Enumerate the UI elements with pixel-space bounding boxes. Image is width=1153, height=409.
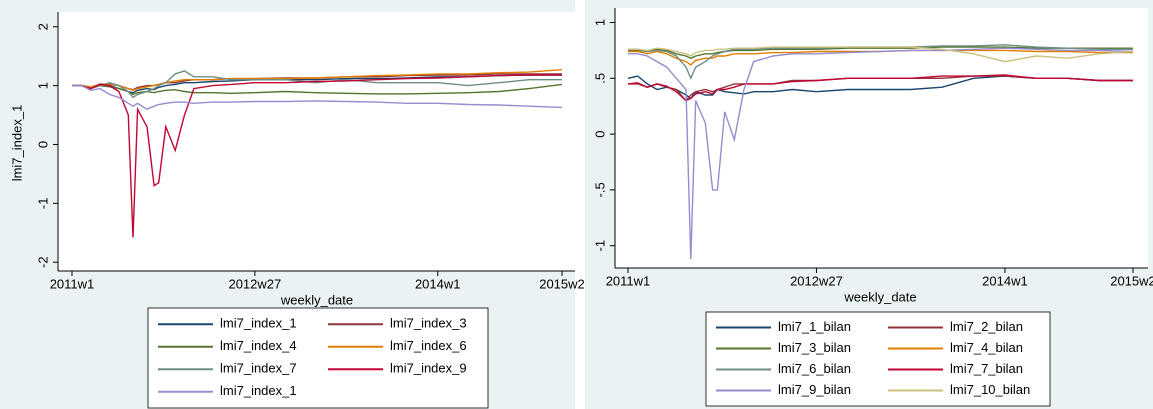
series-line	[628, 44, 1133, 81]
y-tick-label: 1	[592, 19, 607, 26]
x-tick-label: 2014w1	[982, 273, 1028, 288]
legend-label: lmi7_10_bilan	[950, 382, 1030, 397]
y-tick-label: -2	[35, 256, 50, 268]
chart: -1 -.5 0 .5 1 2011w1 2012w27 2014w1 2015w2 weekly…	[585, 0, 1153, 409]
series-line	[628, 46, 1134, 63]
x-tick-label: 2014w1	[415, 276, 461, 291]
legend-label: lmi7_index_4	[220, 338, 297, 353]
legend-label: lmi7_index_9	[390, 361, 467, 376]
series-line	[72, 84, 563, 110]
legend-label: lmi7_2_bilan	[950, 319, 1023, 334]
x-tick-label: 2015w2	[539, 276, 585, 291]
legend-label: lmi7_6_bilan	[778, 361, 851, 376]
x-axis-title: weekly_date	[843, 289, 916, 304]
legend-label: lmi7_index_1	[220, 316, 297, 331]
x-tick-label: 2012w27	[790, 273, 843, 288]
series-line	[627, 74, 1133, 102]
legend-label: lmi7_3_bilan	[778, 340, 851, 355]
x-tick-label: 2015w2	[1110, 273, 1153, 288]
legend-label: lmi7_7_bilan	[950, 361, 1023, 376]
y-tick-label: -.5	[592, 182, 607, 197]
legend-label: lmi7_4_bilan	[950, 340, 1023, 355]
y-tick-label: 2	[35, 23, 50, 30]
legend-label: lmi7_9_bilan	[778, 382, 851, 397]
y-tick-label: -1	[592, 240, 607, 252]
legend-label: lmi7_index_1	[220, 383, 297, 398]
plot-region	[58, 12, 575, 271]
series-line	[628, 46, 1133, 59]
x-tick-label: 2011w1	[606, 273, 651, 288]
series-line	[628, 49, 1133, 66]
y-tick-label: .5	[592, 73, 607, 84]
x-tick-label: 2011w1	[50, 276, 95, 291]
series-line	[72, 70, 562, 99]
legend-label: lmi7_1_bilan	[778, 319, 851, 334]
legend-label: lmi7_index_3	[390, 316, 467, 331]
series-line	[72, 74, 562, 238]
x-tick-label: 2012w27	[228, 276, 281, 291]
y-tick-label: 1	[35, 82, 50, 89]
series-line	[72, 83, 563, 96]
series-line	[628, 47, 1134, 260]
y-axis-title: lmi7_index_1	[9, 105, 24, 182]
x-axis-title: weekly_date	[280, 292, 353, 307]
y-tick-label: -1	[35, 198, 50, 210]
y-tick-label: 0	[592, 130, 607, 137]
legend-label: lmi7_index_7	[220, 361, 297, 376]
legend-label: lmi7_index_6	[390, 338, 467, 353]
y-tick-label: 0	[35, 141, 50, 148]
chart: -2 -1 0 1 2 2011w1 2012w27 2014w1 2015w2 lmi7_ind…	[0, 0, 585, 409]
